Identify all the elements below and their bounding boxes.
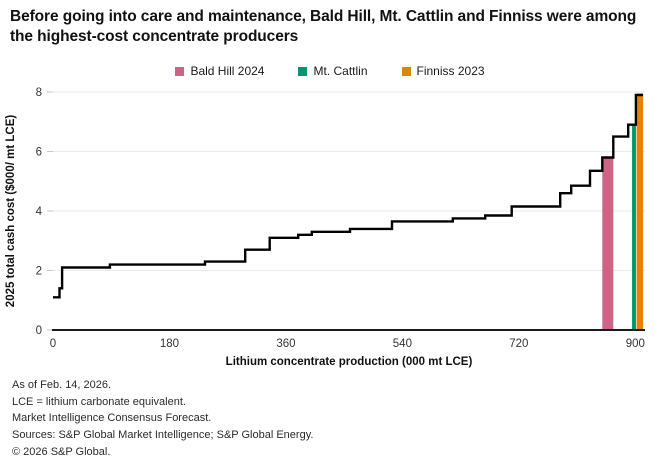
legend-label: Mt. Cattlin [313, 64, 368, 78]
mt-cattlin-swatch-icon [298, 66, 308, 76]
footnotes: As of Feb. 14, 2026. LCE = lithium carbo… [12, 377, 632, 461]
svg-text:Lithium concentrate production: Lithium concentrate production (000 mt L… [226, 356, 473, 368]
cost-curve-plot: 0 2 4 6 8 0 180 360 540 720 900 Lithium concentrate… [5, 87, 645, 368]
svg-text:360: 360 [276, 338, 295, 350]
bald-hill-swatch-icon [175, 66, 185, 76]
legend-item-finniss: Finniss 2023 [401, 64, 485, 78]
legend-label: Bald Hill 2024 [190, 64, 265, 78]
svg-text:540: 540 [393, 338, 412, 350]
svg-text:180: 180 [160, 338, 179, 350]
legend-label: Finniss 2023 [416, 64, 485, 78]
svg-text:2025 total cash cost ($000/ mt: 2025 total cash cost ($000/ mt LCE) [5, 115, 17, 308]
page-title: Before going into care and maintenance, … [10, 8, 637, 45]
svg-text:720: 720 [509, 338, 528, 350]
svg-text:2: 2 [36, 266, 42, 278]
svg-text:4: 4 [36, 206, 43, 218]
footnote-as-of: As of Feb. 14, 2026. [12, 379, 112, 391]
footnote-forecast: Market Intelligence Consensus Forecast. [12, 412, 212, 425]
finniss-swatch-icon [401, 66, 411, 76]
cost-curve-chart: 0 2 4 6 8 0 180 360 540 720 900 Lithium concentrate… [0, 85, 660, 377]
svg-text:0: 0 [36, 325, 42, 337]
svg-text:0: 0 [50, 338, 56, 350]
footnote-copyright: © 2026 S&P Global. [12, 445, 111, 458]
chart-legend: Bald Hill 2024 Mt. Cattlin Finniss 2023 [40, 64, 620, 78]
footnote-lce: LCE = lithium carbonate equivalent. [12, 395, 186, 408]
svg-text:8: 8 [36, 87, 42, 99]
legend-item-mt-cattlin: Mt. Cattlin [298, 64, 368, 78]
footnote-sources: Sources: S&P Global Market Intelligence;… [12, 429, 314, 442]
svg-text:6: 6 [36, 147, 42, 159]
svg-text:900: 900 [626, 338, 645, 350]
legend-item-bald-hill: Bald Hill 2024 [175, 64, 264, 78]
